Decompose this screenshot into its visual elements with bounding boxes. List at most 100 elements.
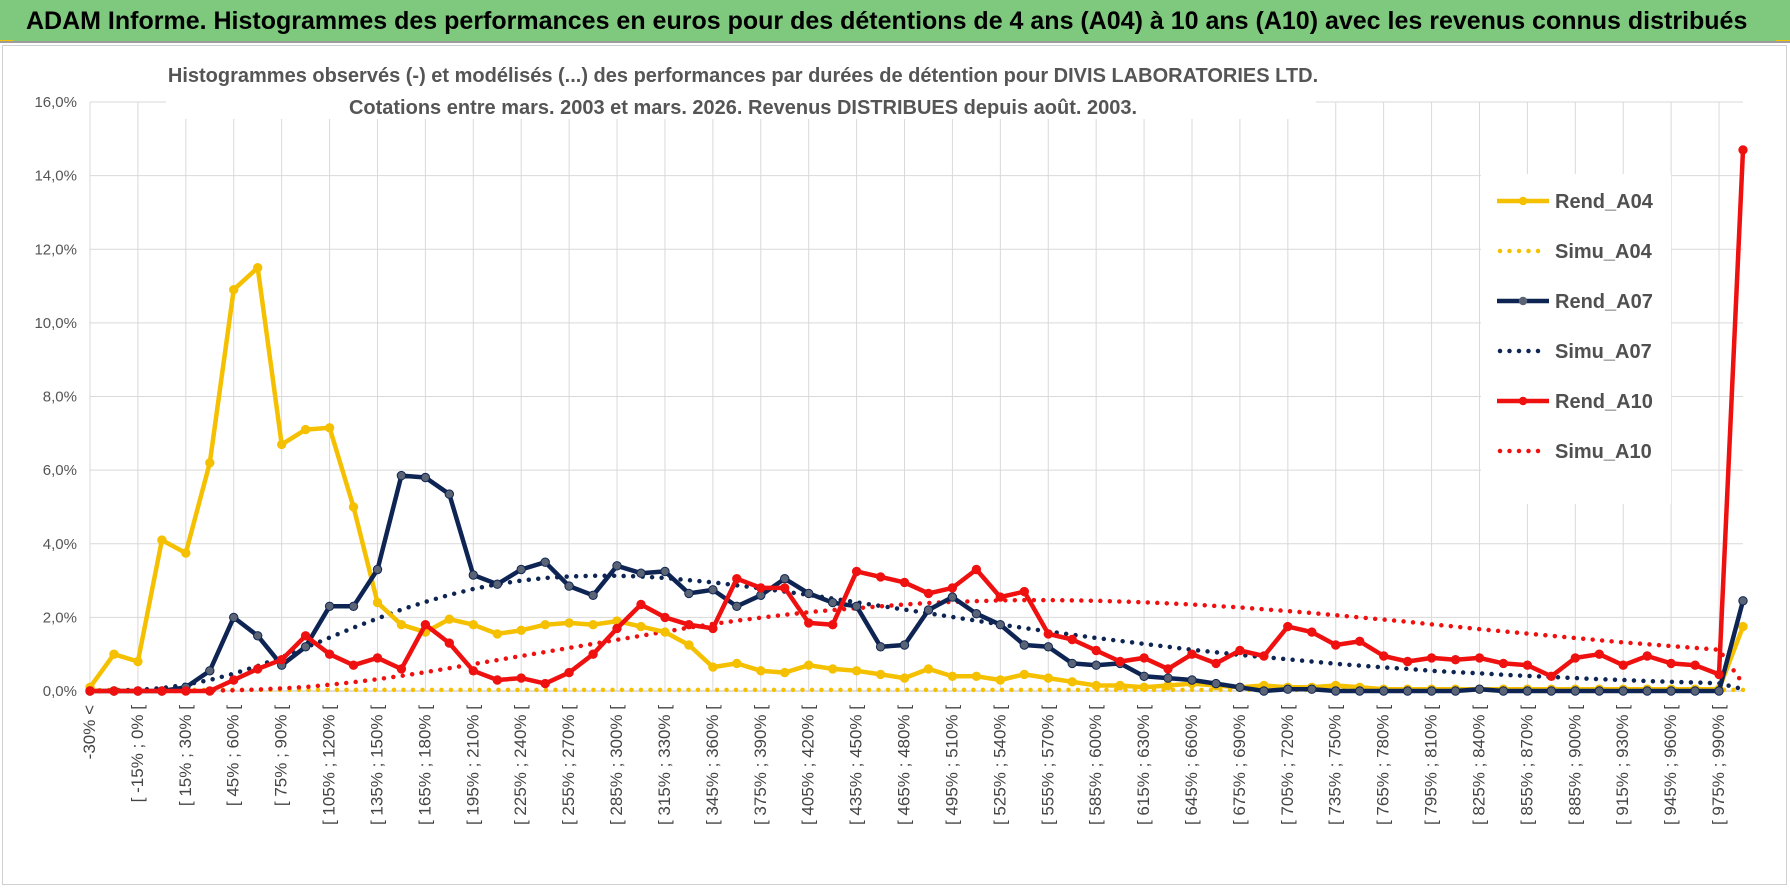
data-point-rend-a10 [1187, 649, 1197, 659]
data-point-rend-a10 [109, 686, 119, 696]
x-tick-label: [ 645% ; 660% [ [1182, 705, 1201, 825]
data-point-rend-a04 [588, 620, 598, 630]
data-point-rend-a07 [468, 570, 478, 580]
data-point-rend-a10 [851, 566, 862, 577]
data-point-rend-a10 [1331, 640, 1341, 650]
data-point-rend-a04 [205, 458, 215, 468]
data-point-rend-a10 [157, 686, 167, 696]
x-tick-label: [ 435% ; 450% [ [847, 705, 866, 825]
data-point-rend-a04 [804, 660, 814, 670]
data-point-rend-a10 [1618, 660, 1628, 670]
x-tick-label: [ 465% ; 480% [ [895, 705, 914, 825]
data-point-rend-a10 [564, 667, 574, 678]
banner-corner-left [0, 40, 14, 41]
data-point-rend-a10 [1163, 664, 1173, 674]
legend: Rend_A04 Simu_A04 Rend_A07 Simu_A07 Rend_A10… [1481, 174, 1671, 504]
data-point-rend-a07 [1211, 678, 1221, 689]
data-point-rend-a10 [971, 564, 982, 575]
data-point-rend-a07 [804, 588, 814, 599]
data-point-rend-a04 [348, 502, 359, 512]
data-point-rend-a07 [348, 601, 359, 611]
data-point-rend-a04 [995, 675, 1005, 685]
data-point-rend-a10 [1690, 660, 1700, 670]
data-point-rend-a10 [372, 653, 383, 663]
data-point-rend-a07 [396, 470, 407, 481]
data-point-rend-a10 [1259, 651, 1269, 661]
series-line-rend-a07 [90, 473, 1746, 694]
data-point-rend-a04 [229, 285, 239, 295]
x-tick-label: [ 255% ; 270% [ [559, 705, 578, 825]
data-point-rend-a10 [899, 577, 910, 588]
banner-title: ADAM Informe. Histogrammes des performan… [26, 7, 1748, 35]
y-tick-label: 6,0% [43, 462, 77, 479]
x-tick-label: [ 855% ; 870% [ [1517, 705, 1536, 825]
legend-label-simu-a04: Simu_A04 [1555, 241, 1653, 263]
x-tick-label: [ 105% ; 120% [ [320, 705, 339, 825]
legend-label-rend-a04: Rend_A04 [1555, 191, 1654, 213]
data-point-rend-a10 [540, 678, 550, 689]
x-tick-label: [ 45% ; 60% [ [224, 705, 243, 806]
data-point-rend-a04 [1067, 677, 1077, 687]
data-point-rend-a10 [1115, 656, 1125, 667]
x-tick-label: [ 165% ; 180% [ [415, 705, 434, 825]
data-point-rend-a07 [1738, 596, 1748, 606]
data-point-rend-a10 [1019, 586, 1029, 597]
chart-svg: 0,0% 2,0% 4,0% 6,0% 8,0% 10,0% 12,0% 14,0% 16,0%… [34, 55, 1748, 825]
data-point-rend-a07 [1259, 686, 1269, 696]
data-point-rend-a04 [1139, 682, 1149, 692]
data-point-rend-a04 [1738, 621, 1748, 632]
data-point-rend-a07 [324, 601, 335, 611]
data-point-rend-a04 [253, 263, 263, 273]
data-point-rend-a07 [1043, 642, 1054, 652]
data-point-rend-a07 [1091, 660, 1101, 670]
data-point-rend-a07 [1163, 673, 1173, 683]
data-point-rend-a07 [708, 585, 718, 595]
data-point-rend-a07 [1594, 686, 1605, 696]
data-point-rend-a10 [420, 620, 431, 630]
x-tick-label: [ 15% ; 30% [ [176, 705, 195, 806]
data-point-rend-a07 [1546, 686, 1557, 696]
data-point-rend-a07 [205, 666, 215, 676]
data-point-rend-a07 [1522, 686, 1533, 696]
data-point-rend-a07 [1331, 686, 1341, 696]
data-point-rend-a04 [1115, 680, 1125, 691]
data-point-rend-a04 [923, 664, 934, 674]
data-point-rend-a04 [300, 424, 311, 435]
data-point-rend-a10 [1450, 655, 1461, 665]
data-point-rend-a10 [1091, 645, 1101, 656]
data-point-rend-a04 [468, 620, 478, 630]
series-line-rend-a10 [90, 149, 1746, 694]
banner: ADAM Informe. Histogrammes des performan… [0, 0, 1790, 43]
data-point-rend-a10 [516, 673, 526, 683]
data-point-rend-a07 [1690, 686, 1700, 696]
x-tick-label: [ 225% ; 240% [ [511, 705, 530, 825]
data-point-rend-a10 [1307, 627, 1317, 637]
y-tick-label: 10,0% [34, 315, 77, 332]
x-tick-label: [ 675% ; 690% [ [1230, 705, 1249, 825]
data-point-rend-a10 [300, 631, 311, 641]
data-point-rend-a10 [636, 599, 646, 610]
data-point-rend-a10 [1546, 671, 1557, 681]
x-tick-label: [ 945% ; 960% [ [1661, 705, 1680, 825]
data-point-rend-a10 [1067, 634, 1077, 645]
data-point-rend-a07 [660, 566, 670, 577]
data-point-rend-a10 [1666, 658, 1676, 669]
data-point-rend-a10 [133, 686, 143, 696]
data-point-rend-a10 [1570, 653, 1581, 663]
data-point-rend-a07 [1283, 684, 1293, 694]
x-tick-label: [ 885% ; 900% [ [1565, 705, 1584, 825]
data-point-rend-a10 [588, 649, 598, 659]
data-point-rend-a10 [875, 572, 886, 582]
data-point-rend-a04 [971, 671, 982, 681]
data-point-rend-a10 [708, 623, 718, 634]
x-tick-label: [ 345% ; 360% [ [703, 705, 722, 825]
data-point-rend-a07 [253, 631, 263, 641]
data-point-rend-a04 [899, 673, 910, 683]
x-tick-label: [ 765% ; 780% [ [1374, 705, 1393, 825]
data-point-rend-a10 [1738, 145, 1748, 155]
data-point-rend-a10 [492, 675, 502, 685]
legend-label-rend-a07: Rend_A07 [1555, 291, 1653, 313]
x-tick-label: [ -15% ; 0% [ [128, 705, 147, 803]
data-point-rend-a10 [1283, 621, 1293, 632]
data-point-rend-a04 [181, 548, 191, 558]
